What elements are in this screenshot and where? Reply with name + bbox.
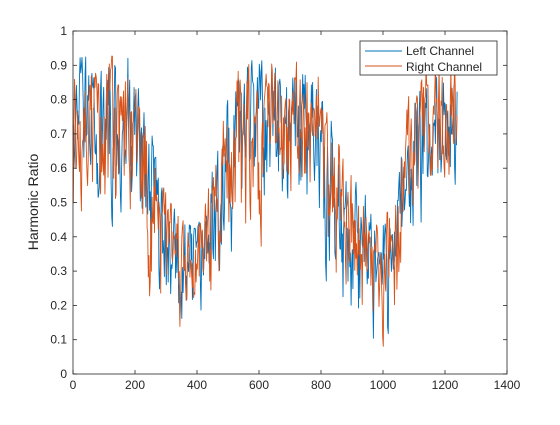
series-right-channel-line: [72, 55, 458, 347]
x-tick-label: 1200: [432, 378, 459, 392]
y-tick-label: 0.7: [50, 127, 67, 141]
legend-right-channel-label: Right Channel: [406, 60, 482, 74]
y-axis-label: Harmonic Ratio: [25, 154, 41, 251]
y-tick-label: 0.5: [50, 196, 67, 210]
y-tick-label: 1: [60, 24, 67, 38]
series-layer: [72, 55, 458, 347]
legend-box: [359, 40, 498, 76]
y-tick-label: 0.1: [50, 333, 67, 347]
x-tick-label: 800: [311, 378, 331, 392]
x-tick-label: 200: [125, 378, 145, 392]
y-tick-label: 0.9: [50, 58, 67, 72]
x-tick-label: 0: [70, 378, 77, 392]
legend: Left Channel Right Channel: [359, 40, 498, 76]
y-tick-label: 0.4: [50, 230, 67, 244]
legend-left-channel-label: Left Channel: [406, 44, 474, 58]
y-tick-label: 0.2: [50, 298, 67, 312]
x-tick-label: 1000: [370, 378, 397, 392]
y-tick-label: 0.3: [50, 264, 67, 278]
y-tick-label: 0.8: [50, 93, 67, 107]
x-tick-label: 400: [187, 378, 207, 392]
y-axis: 0 0.1 0.2 0.3 0.4 0.5 0.6 0.7 0.8 0.9 1: [50, 24, 507, 381]
x-tick-label: 600: [249, 378, 269, 392]
x-axis: 0 200 400 600 800 1000 1200 1400: [70, 31, 521, 392]
y-tick-label: 0.6: [50, 161, 67, 175]
y-tick-label: 0: [60, 367, 67, 381]
x-tick-label: 1400: [494, 378, 521, 392]
